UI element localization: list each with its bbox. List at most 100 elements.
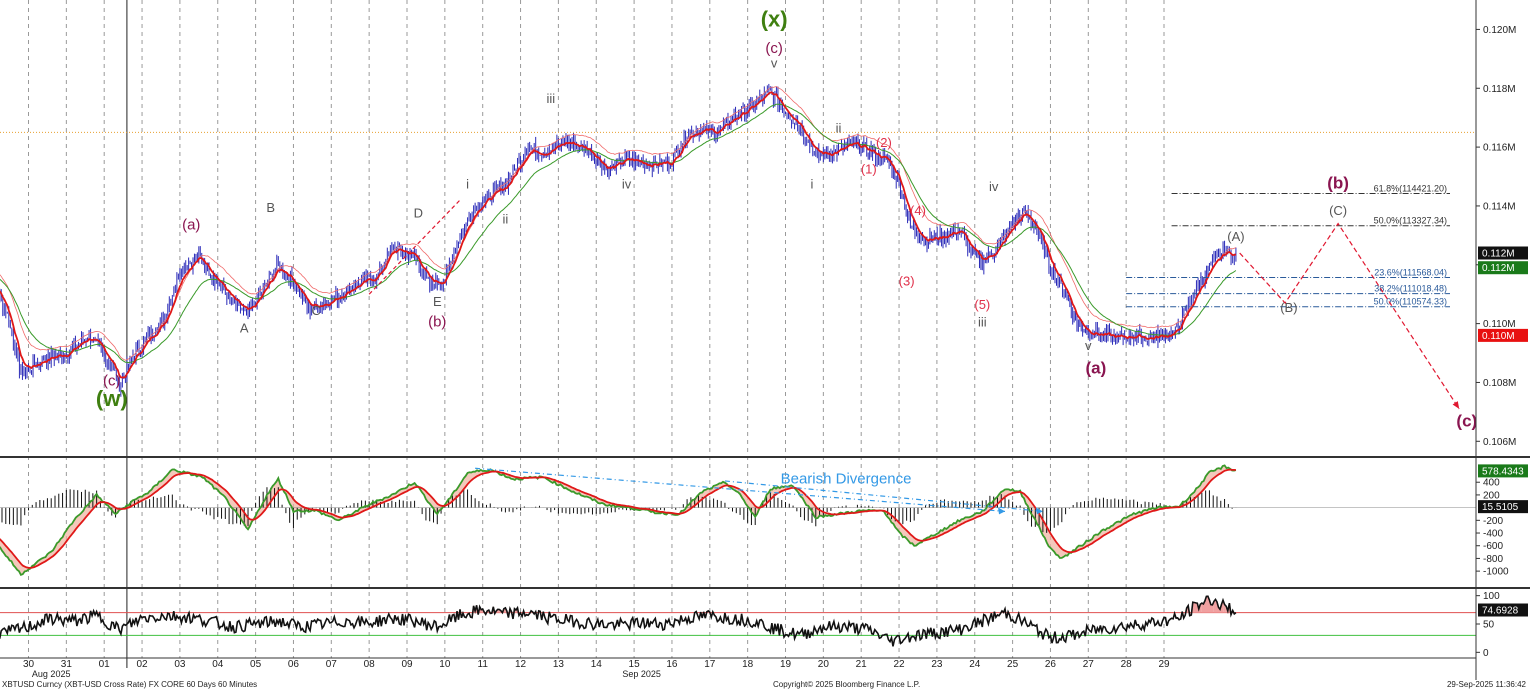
macd-histogram: [1, 487, 1237, 533]
price-y-tick-label: 0.114M: [1483, 201, 1516, 212]
rsi-overbought-fill: [89, 596, 1234, 613]
x-tick-label: 29: [1158, 659, 1170, 670]
x-tick-label: 17: [704, 659, 716, 670]
wave-label: i: [811, 176, 814, 191]
wave-label: E: [433, 294, 442, 309]
wave-label: (5): [974, 297, 990, 312]
x-tick-label: 21: [856, 659, 868, 670]
x-tick-label: 22: [893, 659, 905, 670]
fib-level-label: 38.2%(111018.48): [1374, 284, 1447, 294]
x-tick-label: 13: [553, 659, 565, 670]
fib-level-label: 61.8%(114421.20): [1374, 184, 1447, 194]
wave-label: (4): [910, 203, 926, 218]
macd-fill: [0, 465, 1236, 575]
wave-i-trendline: [368, 199, 461, 295]
price-tag: 0.110M: [1482, 331, 1515, 342]
rsi-y-tick-label: 50: [1483, 620, 1495, 631]
ma-fast-line: [0, 91, 1237, 379]
x-tick-label: 04: [212, 659, 224, 670]
macd-y-tick-label: -1000: [1483, 567, 1509, 578]
x-tick-label: 16: [666, 659, 678, 670]
macd-y-tick-label: -200: [1483, 516, 1503, 527]
footer-copyright: Copyright© 2025 Bloomberg Finance L.P.: [773, 680, 921, 689]
wave-label: B: [266, 200, 275, 215]
macd-value-tag: 578.4343: [1482, 466, 1524, 477]
projection-label-c: (c): [1456, 412, 1477, 431]
macd-y-tick-label: 400: [1483, 478, 1500, 489]
wave-label: (3): [899, 273, 915, 288]
x-tick-label: 18: [742, 659, 754, 670]
macd-panel: Bearish Divergence: [0, 464, 1476, 577]
rsi-panel: [0, 595, 1476, 647]
price-tag-bg: [1478, 246, 1528, 260]
wave-label: (x): [761, 6, 788, 31]
price-y-tick-label: 0.118M: [1483, 84, 1516, 95]
rsi-line: [0, 595, 1237, 647]
wave-label: ii: [503, 212, 509, 227]
x-tick-label: 27: [1083, 659, 1095, 670]
projection-label-B: (B): [1280, 300, 1297, 315]
price-tag-bg: [1478, 328, 1528, 342]
x-tick-label: 03: [174, 659, 186, 670]
bearish-divergence-label: Bearish Divergence: [781, 470, 912, 487]
price-y-tick-label: 0.106M: [1483, 437, 1516, 448]
divergence-line: [475, 467, 1006, 513]
wave-label: (a): [182, 216, 200, 233]
price-y-tick-label: 0.110M: [1483, 319, 1516, 330]
x-tick-label: 10: [439, 659, 451, 670]
x-tick-label: 24: [969, 659, 981, 670]
price-y-tick-label: 0.116M: [1483, 143, 1516, 154]
macd-y-tick-label: -400: [1483, 529, 1503, 540]
x-tick-label: 01: [99, 659, 111, 670]
x-tick-label: 26: [1045, 659, 1057, 670]
wave-label: D: [414, 206, 423, 221]
price-tag-bg: [1478, 261, 1528, 275]
price-tag: 0.112M: [1482, 249, 1515, 260]
macd-signal-line: [0, 468, 1236, 569]
macd-line: [0, 464, 1237, 577]
x-tick-label: 11: [478, 659, 489, 670]
wave-label: C: [311, 303, 320, 318]
x-tick-label: 20: [818, 659, 830, 670]
macd-y-tick-label: -800: [1483, 554, 1503, 565]
x-tick-label: 15: [629, 659, 641, 670]
projection-label-A: (A): [1227, 229, 1244, 244]
x-tick-label: 09: [401, 659, 413, 670]
x-tick-label: 31: [61, 659, 73, 670]
wave-label: (2): [876, 135, 892, 150]
footer-timestamp: 29-Sep-2025 11:36:42: [1446, 680, 1526, 689]
x-tick-label: 07: [326, 659, 338, 670]
x-tick-label: 12: [515, 659, 527, 670]
macd-y-tick-label: -600: [1483, 541, 1503, 552]
wave-label: ii: [836, 120, 842, 135]
rsi-value-tag: 74.6928: [1482, 606, 1519, 617]
x-tick-label: 06: [288, 659, 300, 670]
price-y-tick-label: 0.108M: [1483, 378, 1516, 389]
fib-level-label: 23.6%(111568.04): [1374, 267, 1447, 277]
wave-label: iv: [989, 179, 999, 194]
projection-label-b: (b): [1327, 173, 1349, 192]
rsi-value-tag-bg: [1478, 603, 1528, 617]
macd-value-tag: 15.5105: [1482, 502, 1519, 513]
macd-value-tag-bg: [1478, 500, 1528, 514]
macd-y-tick-label: 200: [1483, 490, 1500, 501]
divergence-arrowhead: [1035, 507, 1043, 515]
projection-path: [1239, 222, 1460, 410]
fib-level-label: 50.0%(110574.33): [1374, 297, 1447, 307]
wave-label: v: [771, 56, 778, 71]
divergence-arrowhead: [998, 507, 1006, 515]
fib-level-label: 50.0%(113327.34): [1374, 216, 1447, 226]
projection-label-C: (C): [1329, 203, 1347, 218]
x-tick-label: 08: [364, 659, 376, 670]
wave-label: (1): [861, 162, 877, 177]
x-tick-label: 28: [1121, 659, 1133, 670]
x-tick-label: 23: [931, 659, 943, 670]
x-month-label: Aug 2025: [32, 669, 71, 679]
x-tick-label: 19: [780, 659, 792, 670]
wave-label: (c): [103, 372, 121, 389]
wave-label: (c): [765, 40, 783, 57]
footer-instrument: XBTUSD Curncy (XBT-USD Cross Rate) FX CO…: [2, 680, 258, 689]
x-tick-label: 05: [250, 659, 262, 670]
ma-slow-line: [0, 103, 1237, 364]
